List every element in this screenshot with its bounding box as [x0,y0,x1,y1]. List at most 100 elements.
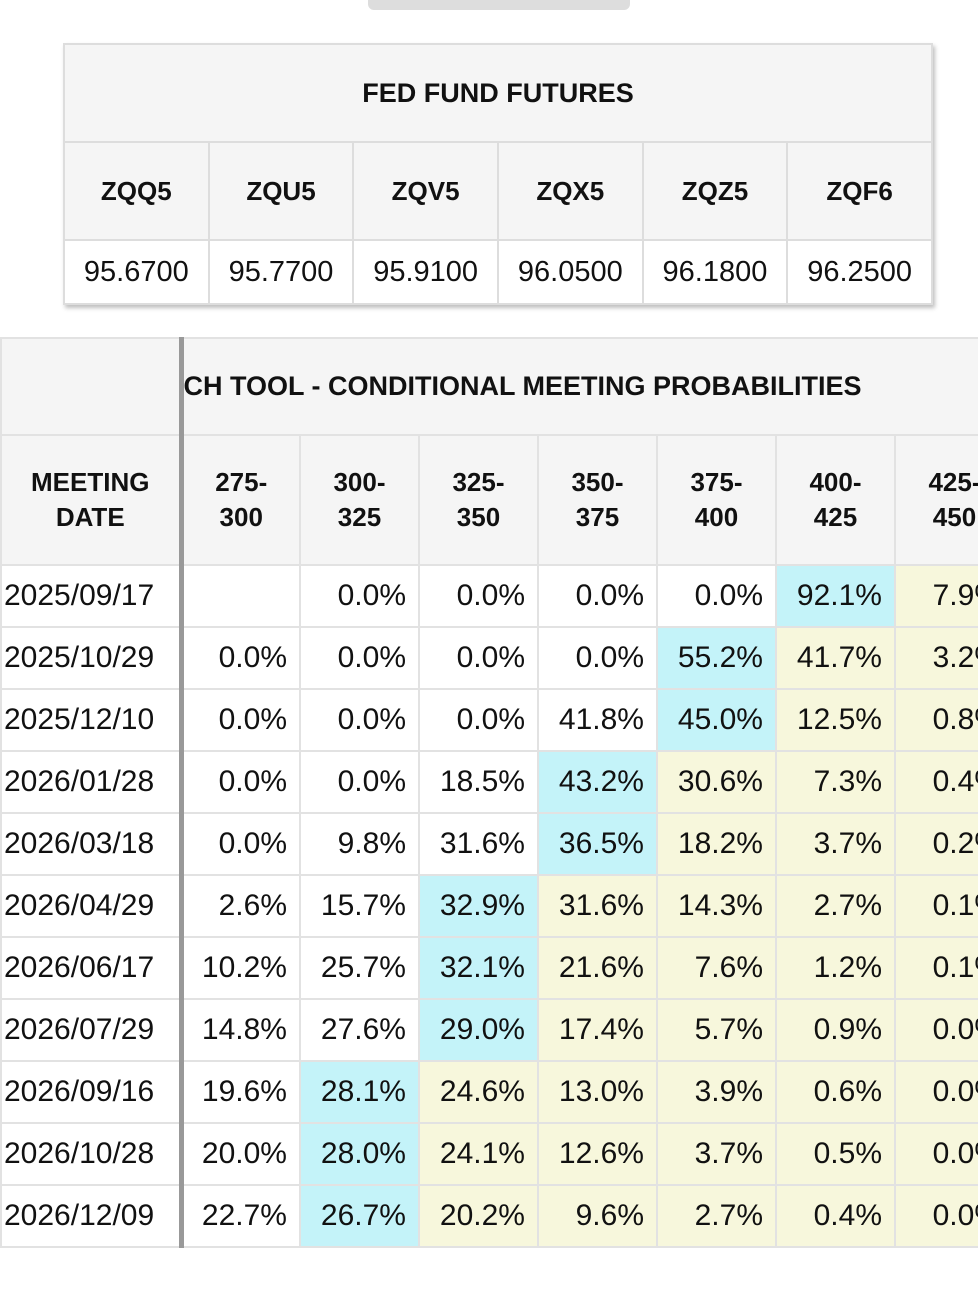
probability-cell: 21.6% [537,936,658,1000]
probability-cell: 7.6% [656,936,777,1000]
probability-cell: 3.9% [656,1060,777,1124]
probability-scroll[interactable]: CH TOOL - CONDITIONAL MEETING PROBABILIT… [0,337,978,1277]
meeting-date: 2026/10/28 [0,1122,184,1186]
probability-cell: 31.6% [537,874,658,938]
probability-cell: 0.0% [180,812,301,876]
probability-cell: 28.0% [299,1122,420,1186]
contract-price: 95.7700 [207,239,355,305]
range-label: 375-400 [690,467,743,532]
probability-cell: 0.0% [299,626,420,690]
date-header-text: MEETING DATE [31,467,150,532]
probability-cell: 0.0% [656,564,777,628]
probability-cell: 32.1% [418,936,539,1000]
probability-cell: 0.0% [299,564,420,628]
meeting-row: 2026/06/17 10.2% 25.7% 32.1% 21.6% 7.6% 1.2% 0.… [0,936,978,1000]
meeting-row: 2025/09/170.0%0.0%0.0%0.0%92.1%7.9% [0,564,978,628]
probability-cell: 12.5% [775,688,896,752]
probability-cell: 7.3% [775,750,896,814]
probability-cell: 19.6% [180,1060,301,1124]
probability-cell: 0.0% [418,564,539,628]
probability-cell: 0.0% [180,688,301,752]
range-header: 400-425 [775,434,896,566]
probability-cell: 0.0% [418,626,539,690]
probability-cell: 3.2% [893,626,978,690]
probability-table: CH TOOL - CONDITIONAL MEETING PROBABILIT… [0,337,978,1248]
probability-cell: 0.1% [893,936,978,1000]
probability-cell: 36.5% [537,812,658,876]
contract-price: 96.0500 [496,239,644,305]
meeting-date: 2026/09/16 [0,1060,184,1124]
range-header: 350-375 [537,434,658,566]
range-header: 375-400 [656,434,777,566]
probability-cell: 14.8% [180,998,301,1062]
meeting-date: 2026/06/17 [0,936,184,1000]
probability-cell: 0.0% [537,564,658,628]
probability-cell: 13.0% [537,1060,658,1124]
probability-cell: 25.7% [299,936,420,1000]
contract-code: ZQQ5 [63,141,210,241]
probability-cell: 0.4% [775,1184,896,1248]
contract-price: 95.6700 [63,239,210,305]
probability-cell: 9.6% [537,1184,658,1248]
probability-cell [180,564,301,628]
probability-cell: 7.9% [893,564,978,628]
probability-cell: 27.6% [299,998,420,1062]
meeting-row: 2026/09/16 19.6% 28.1% 24.6% 13.0% 3.9% 0.6% 0.… [0,1060,978,1124]
range-label: 325-350 [452,467,505,532]
meeting-row: 2026/01/28 0.0% 0.0% 18.5% 43.2% 30.6% 7.3% 0.4… [0,750,978,814]
futures-codes: ZQQ5 ZQU5 ZQV5 ZQX5 ZQZ5 ZQF6 [63,141,933,241]
meeting-row: 2026/04/29 2.6% 15.7% 32.9% 31.6% 14.3% 2.7% 0.… [0,874,978,938]
futures-prices: 95.6700 95.7700 95.9100 96.0500 96.1800 96.25… [63,239,933,305]
contract-code: ZQZ5 [641,141,789,241]
probability-cell: 18.5% [418,750,539,814]
range-label: 275-300 [215,467,268,532]
probability-cell: 2.6% [180,874,301,938]
futures-title: FED FUND FUTURES [63,43,933,143]
probability-cell: 22.7% [180,1184,301,1248]
range-header: 275-300 [180,434,301,566]
probability-cell: 41.7% [775,626,896,690]
probability-cell: 2.7% [775,874,896,938]
probability-cell: 1.2% [775,936,896,1000]
probability-title: CH TOOL - CONDITIONAL MEETING PROBABILIT… [179,337,978,436]
probability-cell: 24.1% [418,1122,539,1186]
contract-code: ZQU5 [207,141,355,241]
range-label: 425-450 [928,467,978,532]
probability-cell: 0.0% [180,750,301,814]
meeting-row: 2026/12/09 22.7% 26.7% 20.2% 9.6% 2.7% 0.4% 0.0… [0,1184,978,1248]
meeting-date: 2025/09/17 [0,564,184,628]
contract-code: ZQV5 [352,141,499,241]
probability-cell: 43.2% [537,750,658,814]
probability-cell: 0.0% [893,998,978,1062]
range-header: 425-450 [893,434,978,566]
drag-handle[interactable] [368,0,630,10]
probability-cell: 14.3% [656,874,777,938]
futures-table: FED FUND FUTURES ZQQ5 ZQU5 ZQV5 ZQX5 ZQZ5 ZQF… [63,43,933,305]
probability-cell: 0.0% [180,626,301,690]
range-label: 400-425 [809,467,862,532]
header-row: MEETING DATE 275-300 300-325 325-350 350-375… [0,434,978,566]
probability-cell: 92.1% [775,564,896,628]
probability-cell: 0.6% [775,1060,896,1124]
range-label: 350-375 [571,467,624,532]
corner [0,337,184,436]
probability-cell: 24.6% [418,1060,539,1124]
probability-cell: 0.5% [775,1122,896,1186]
probability-cell: 0.9% [775,998,896,1062]
probability-cell: 28.1% [299,1060,420,1124]
meeting-row: 2026/10/28 20.0% 28.0% 24.1% 12.6% 3.7% 0.5% 0.… [0,1122,978,1186]
probability-cell: 29.0% [418,998,539,1062]
probability-cell: 17.4% [537,998,658,1062]
meeting-date: 2026/01/28 [0,750,184,814]
range-header: 325-350 [418,434,539,566]
probability-cell: 32.9% [418,874,539,938]
meeting-date: 2025/10/29 [0,626,184,690]
probability-cell: 26.7% [299,1184,420,1248]
date-header: MEETING DATE [0,434,184,566]
contract-price: 95.9100 [352,239,499,305]
probability-cell: 31.6% [418,812,539,876]
probability-cell: 9.8% [299,812,420,876]
meeting-row: 2025/10/290.0%0.0%0.0%0.0%55.2%41.7%3.2% [0,626,978,690]
probability-cell: 0.0% [893,1060,978,1124]
